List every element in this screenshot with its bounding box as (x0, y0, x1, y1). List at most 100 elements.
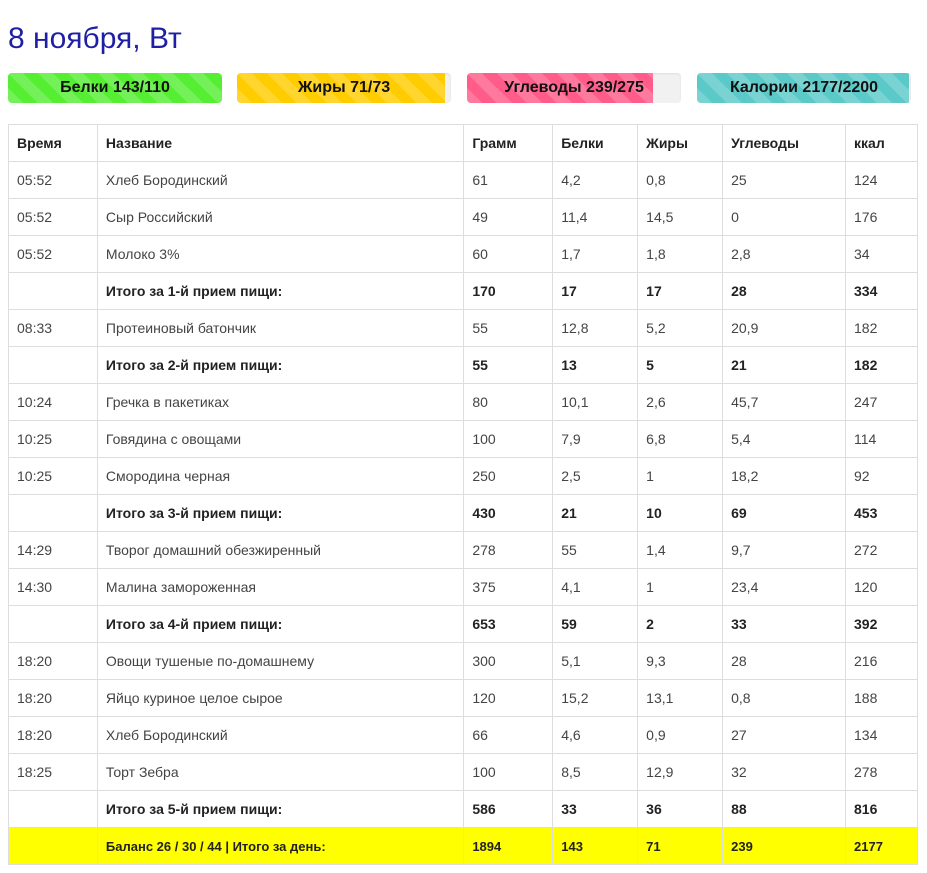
cell-time: 10:25 (8, 457, 98, 495)
cell-carbs: 28 (722, 272, 847, 310)
cell-protein: 12,8 (552, 309, 639, 347)
cell-time: 14:30 (8, 568, 98, 606)
cell-kcal: 392 (845, 605, 918, 643)
cell-kcal: 2177 (845, 827, 918, 865)
cell-carbs: 0,8 (722, 679, 847, 717)
cell-carbs: 32 (722, 753, 847, 791)
cell-time (8, 605, 98, 643)
cell-time: 10:24 (8, 383, 98, 421)
carbs-progress-fill (467, 73, 654, 103)
cell-name: Творог домашний обезжиренный (96, 531, 465, 569)
cell-time: 05:52 (8, 235, 98, 273)
cell-kcal: 34 (845, 235, 918, 273)
header-name: Название (96, 124, 465, 162)
cell-grams: 120 (463, 679, 554, 717)
cell-carbs: 21 (722, 346, 847, 384)
cell-name: Итого за 4-й прием пищи: (96, 605, 465, 643)
cell-grams: 586 (463, 790, 554, 828)
cell-kcal: 247 (845, 383, 918, 421)
carbs-progress-label: Углеводы 239/275 (504, 79, 644, 96)
cell-protein: 7,9 (552, 420, 639, 458)
cell-grams: 55 (463, 309, 554, 347)
cell-fat: 1 (637, 568, 724, 606)
cell-time: 18:20 (8, 642, 98, 680)
cell-time: 08:33 (8, 309, 98, 347)
table-row: 18:25 Торт Зебра 100 8,5 12,9 32 278 (8, 753, 918, 791)
meal-subtotal-row: Итого за 1-й прием пищи: 170 17 17 28 334 (8, 272, 918, 310)
header-protein: Белки (552, 124, 639, 162)
cell-grams: 278 (463, 531, 554, 569)
cell-kcal: 92 (845, 457, 918, 495)
cell-name: Хлеб Бородинский (96, 161, 465, 199)
cell-name: Баланс 26 / 30 / 44 | Итого за день: (96, 827, 465, 865)
cell-kcal: 134 (845, 716, 918, 754)
cell-name: Итого за 5-й прием пищи: (96, 790, 465, 828)
cell-kcal: 334 (845, 272, 918, 310)
table-row: 18:20 Яйцо куриное целое сырое 120 15,2 13,1… (8, 679, 918, 717)
cell-carbs: 25 (722, 161, 847, 199)
cell-time (8, 827, 98, 865)
cell-fat: 71 (637, 827, 724, 865)
cell-fat: 12,9 (637, 753, 724, 791)
cell-carbs: 69 (722, 494, 847, 532)
cell-protein: 8,5 (552, 753, 639, 791)
cell-protein: 11,4 (552, 198, 639, 236)
cell-carbs: 20,9 (722, 309, 847, 347)
cell-protein: 59 (552, 605, 639, 643)
cell-fat: 5,2 (637, 309, 724, 347)
header-time: Время (8, 124, 98, 162)
table-row: 10:25 Смородина черная 250 2,5 1 18,2 92 (8, 457, 918, 495)
table-header-row: Время Название Грамм Белки Жиры Углеводы… (8, 124, 918, 162)
table-row: 10:25 Говядина с овощами 100 7,9 6,8 5,4 114 (8, 420, 918, 458)
table-row: 14:29 Творог домашний обезжиренный 278 55 1,… (8, 531, 918, 569)
meal-subtotal-row: Итого за 4-й прием пищи: 653 59 2 33 392 (8, 605, 918, 643)
header-fat: Жиры (637, 124, 724, 162)
cell-fat: 0,8 (637, 161, 724, 199)
cell-name: Хлеб Бородинский (96, 716, 465, 754)
cell-carbs: 9,7 (722, 531, 847, 569)
cell-protein: 1,7 (552, 235, 639, 273)
cell-carbs: 27 (722, 716, 847, 754)
calories-progress-label: Калории 2177/2200 (729, 79, 879, 96)
cell-time: 18:20 (8, 679, 98, 717)
table-row: 05:52 Хлеб Бородинский 61 4,2 0,8 25 124 (8, 161, 918, 199)
cell-fat: 0,9 (637, 716, 724, 754)
cell-carbs: 45,7 (722, 383, 847, 421)
table-row: 18:20 Хлеб Бородинский 66 4,6 0,9 27 134 (8, 716, 918, 754)
cell-name: Итого за 2-й прием пищи: (96, 346, 465, 384)
cell-grams: 300 (463, 642, 554, 680)
cell-grams: 100 (463, 420, 554, 458)
cell-protein: 21 (552, 494, 639, 532)
cell-name: Смородина черная (96, 457, 465, 495)
cell-fat: 13,1 (637, 679, 724, 717)
cell-fat: 14,5 (637, 198, 724, 236)
meal-subtotal-row: Итого за 2-й прием пищи: 55 13 5 21 182 (8, 346, 918, 384)
cell-kcal: 216 (845, 642, 918, 680)
cell-name: Итого за 1-й прием пищи: (96, 272, 465, 310)
protein-progress-label: Белки 143/110 (60, 79, 170, 96)
cell-protein: 4,2 (552, 161, 639, 199)
cell-grams: 100 (463, 753, 554, 791)
cell-protein: 55 (552, 531, 639, 569)
cell-time (8, 272, 98, 310)
cell-kcal: 114 (845, 420, 918, 458)
cell-name: Молоко 3% (96, 235, 465, 273)
protein-progress-fill (8, 73, 222, 103)
header-carbs: Углеводы (722, 124, 847, 162)
cell-name: Малина замороженная (96, 568, 465, 606)
cell-fat: 5 (637, 346, 724, 384)
cell-time (8, 346, 98, 384)
cell-protein: 17 (552, 272, 639, 310)
cell-kcal: 182 (845, 309, 918, 347)
cell-kcal: 816 (845, 790, 918, 828)
table-row: 14:30 Малина замороженная 375 4,1 1 23,4 120 (8, 568, 918, 606)
carbs-progress-bar: Углеводы 239/275 (467, 73, 681, 103)
cell-time (8, 790, 98, 828)
cell-carbs: 5,4 (722, 420, 847, 458)
fat-progress-label: Жиры 71/73 (297, 79, 391, 96)
cell-protein: 33 (552, 790, 639, 828)
cell-time: 05:52 (8, 198, 98, 236)
cell-time: 10:25 (8, 420, 98, 458)
table-row: 05:52 Сыр Российский 49 11,4 14,5 0 176 (8, 198, 918, 236)
cell-protein: 143 (552, 827, 639, 865)
